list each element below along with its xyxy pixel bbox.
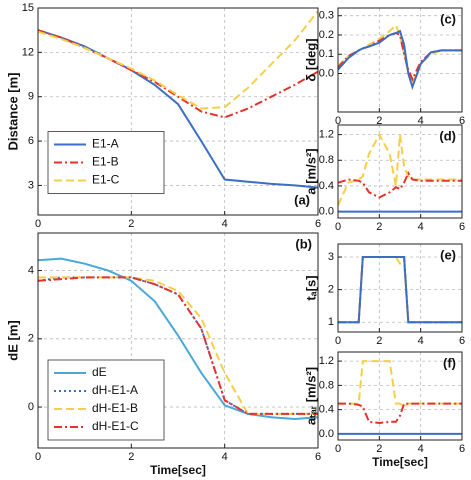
y-tick-label: 0.2 [319,29,334,41]
y-tick-label: 6 [28,135,34,147]
y-tick-label: 0.4 [319,180,334,192]
plot-frame [37,232,319,449]
x-axis-label: Time[sec] [150,463,206,477]
x-tick-label: 4 [222,451,228,463]
series-line [338,402,462,425]
x-tick-label: 4 [418,221,424,233]
y-axis-label: δ [deg] [303,38,318,81]
x-tick-label: 0 [335,115,341,127]
x-tick-label: 0 [35,451,41,463]
y-tick-label: 0.3 [319,10,334,22]
series-line [337,132,462,206]
y-tick-label: 1 [328,316,334,328]
legend-label: E1-A [92,137,119,151]
legend-label: dH-E1-C [92,419,139,433]
panel-label: (d) [439,128,456,143]
panel-label: (a) [294,192,310,207]
legend-label: E1-C [92,173,120,187]
y-tick-label: 0.8 [319,379,334,391]
x-tick-label: 2 [128,451,134,463]
panel-label: (b) [295,236,312,251]
legend-label: dH-E1-A [92,383,138,397]
x-tick-label: 6 [459,115,465,127]
panel-label: (c) [440,11,456,26]
x-tick-label: 0 [35,218,41,230]
x-tick-label: 6 [459,221,465,233]
series-line [37,29,319,189]
plot-frame [337,124,463,219]
x-tick-label: 4 [418,443,424,455]
series-line [37,276,318,415]
x-tick-label: 6 [459,335,465,347]
y-tick-label: 2 [28,333,34,345]
plot-frame [337,7,463,113]
y-tick-label: 3 [28,179,34,191]
x-tick-label: 6 [459,443,465,455]
y-tick-label: 1.2 [319,129,334,141]
y-axis-label: dE [m] [5,320,20,360]
plot-frame [37,7,319,216]
y-axis-label: tₐ[s] [303,275,318,300]
x-tick-label: 2 [128,218,134,230]
series-line [338,256,462,324]
x-tick-label: 2 [376,335,382,347]
legend-label: dE [92,365,107,379]
series-line [37,257,319,421]
x-tick-label: 0 [335,443,341,455]
plot-background [338,8,462,112]
y-tick-label: 0.8 [319,154,334,166]
y-tick-label: 0.0 [319,428,334,440]
plot-frame [337,243,463,333]
y-tick-label: 0.1 [319,48,334,60]
legend-box [47,131,165,194]
y-axis-label: Distance [m] [5,72,20,150]
x-tick-label: 4 [418,335,424,347]
x-tick-label: 6 [315,218,321,230]
x-tick-label: 2 [376,443,382,455]
x-tick-label: 4 [418,115,424,127]
y-tick-label: 2 [328,284,334,296]
y-tick-label: 0.0 [319,67,334,79]
x-tick-label: 4 [222,218,228,230]
x-tick-label: 2 [376,221,382,233]
y-tick-label: 0.4 [319,404,334,416]
y-tick-label: 0.0 [319,205,334,217]
series-line [37,10,319,110]
x-tick-label: 2 [376,115,382,127]
y-tick-label: 1.2 [319,355,334,367]
plot-frame [337,351,463,441]
y-tick-label: 15 [22,2,34,14]
x-tick-label: 0 [335,335,341,347]
y-tick-label: 3 [328,251,334,263]
legend-label: dH-E1-B [92,401,138,415]
y-tick-label: 9 [28,91,34,103]
y-tick-label: 0 [28,401,34,413]
y-axis-label: a [m/s²] [303,148,318,194]
x-tick-label: 6 [315,451,321,463]
x-axis-label: Time[sec] [372,455,428,469]
y-axis-label: aₜₐᵣ [m/s²] [303,367,318,425]
x-tick-label: 0 [335,221,341,233]
series-line [337,29,462,91]
y-tick-label: 12 [22,46,34,58]
y-tick-label: 4 [28,264,34,276]
panel-label: (f) [443,355,456,370]
legend-label: E1-B [92,155,119,169]
panel-label: (e) [440,247,456,262]
